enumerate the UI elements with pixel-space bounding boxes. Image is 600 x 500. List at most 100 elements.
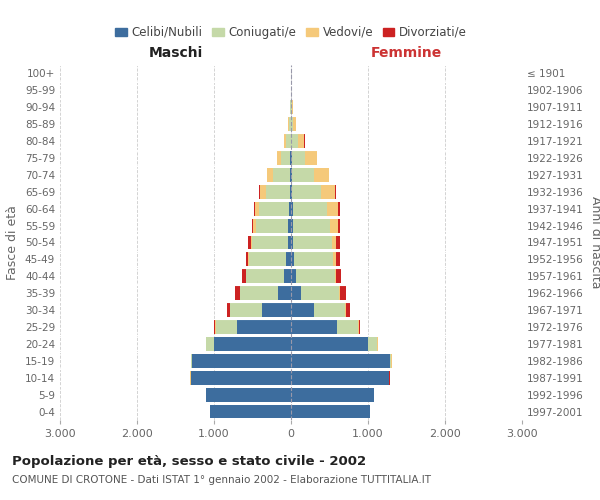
Bar xyxy=(191,371,291,384)
Bar xyxy=(290,151,291,165)
Bar xyxy=(291,117,293,131)
Bar xyxy=(314,303,345,317)
Bar xyxy=(336,236,340,250)
Bar xyxy=(290,168,291,182)
Bar xyxy=(248,252,250,266)
Bar xyxy=(292,151,305,165)
Bar xyxy=(266,185,290,198)
Bar xyxy=(338,202,340,215)
Bar xyxy=(339,286,340,300)
Bar xyxy=(291,404,370,418)
Bar xyxy=(235,286,239,300)
Bar xyxy=(291,185,292,198)
Bar xyxy=(293,218,330,232)
Bar xyxy=(214,320,215,334)
Bar xyxy=(227,303,230,317)
Bar xyxy=(292,168,314,182)
Bar xyxy=(337,270,341,283)
Bar xyxy=(291,286,301,300)
Bar xyxy=(250,252,286,266)
Bar xyxy=(193,354,291,368)
Bar xyxy=(273,168,290,182)
Bar xyxy=(252,236,287,250)
Bar xyxy=(286,252,291,266)
Bar xyxy=(291,151,292,165)
Bar xyxy=(368,337,377,351)
Bar xyxy=(290,100,291,114)
Bar xyxy=(289,117,291,131)
Bar xyxy=(291,218,293,232)
Bar xyxy=(240,286,278,300)
Bar xyxy=(291,388,374,402)
Bar xyxy=(291,371,389,384)
Bar xyxy=(389,354,391,368)
Bar xyxy=(288,117,289,131)
Bar xyxy=(286,134,290,148)
Bar xyxy=(332,236,336,250)
Bar xyxy=(252,218,253,232)
Bar xyxy=(293,117,296,131)
Bar xyxy=(335,270,337,283)
Bar xyxy=(346,303,350,317)
Bar xyxy=(255,202,259,215)
Y-axis label: Fasce di età: Fasce di età xyxy=(7,205,19,280)
Bar xyxy=(287,236,291,250)
Bar xyxy=(260,185,266,198)
Bar xyxy=(291,270,296,283)
Bar xyxy=(298,134,304,148)
Bar xyxy=(214,337,291,351)
Bar xyxy=(359,320,360,334)
Bar xyxy=(289,218,291,232)
Bar xyxy=(291,337,368,351)
Bar xyxy=(335,185,336,198)
Bar xyxy=(259,202,289,215)
Bar xyxy=(296,270,335,283)
Bar xyxy=(291,202,293,215)
Text: Popolazione per età, sesso e stato civile - 2002: Popolazione per età, sesso e stato civil… xyxy=(12,455,366,468)
Bar xyxy=(253,218,256,232)
Bar xyxy=(247,270,284,283)
Bar xyxy=(292,134,298,148)
Bar xyxy=(291,168,292,182)
Bar xyxy=(301,286,339,300)
Bar xyxy=(206,337,214,351)
Bar xyxy=(289,202,291,215)
Bar xyxy=(338,218,340,232)
Bar xyxy=(377,337,378,351)
Bar xyxy=(277,151,281,165)
Bar xyxy=(334,252,335,266)
Bar xyxy=(251,236,252,250)
Bar xyxy=(291,252,294,266)
Bar xyxy=(345,303,346,317)
Text: Maschi: Maschi xyxy=(148,46,203,60)
Legend: Celibi/Nubili, Coniugati/e, Vedovi/e, Divorziati/e: Celibi/Nubili, Coniugati/e, Vedovi/e, Di… xyxy=(110,21,472,44)
Bar xyxy=(237,320,291,334)
Bar xyxy=(239,286,240,300)
Bar xyxy=(256,218,289,232)
Bar xyxy=(291,303,314,317)
Bar xyxy=(278,286,291,300)
Bar xyxy=(291,320,337,334)
Bar xyxy=(245,252,248,266)
Bar xyxy=(191,354,193,368)
Bar xyxy=(206,388,291,402)
Bar xyxy=(293,236,332,250)
Bar xyxy=(292,185,322,198)
Bar xyxy=(322,185,335,198)
Bar xyxy=(358,320,359,334)
Bar xyxy=(291,100,292,114)
Bar xyxy=(337,320,358,334)
Bar xyxy=(305,151,317,165)
Bar xyxy=(335,252,340,266)
Bar xyxy=(293,202,327,215)
Bar xyxy=(327,202,338,215)
Text: COMUNE DI CROTONE - Dati ISTAT 1° gennaio 2002 - Elaborazione TUTTITALIA.IT: COMUNE DI CROTONE - Dati ISTAT 1° gennai… xyxy=(12,475,431,485)
Bar xyxy=(314,168,329,182)
Bar xyxy=(215,320,237,334)
Bar xyxy=(242,270,245,283)
Bar xyxy=(245,270,247,283)
Bar xyxy=(340,286,346,300)
Bar xyxy=(254,202,255,215)
Bar xyxy=(230,303,262,317)
Bar xyxy=(291,236,293,250)
